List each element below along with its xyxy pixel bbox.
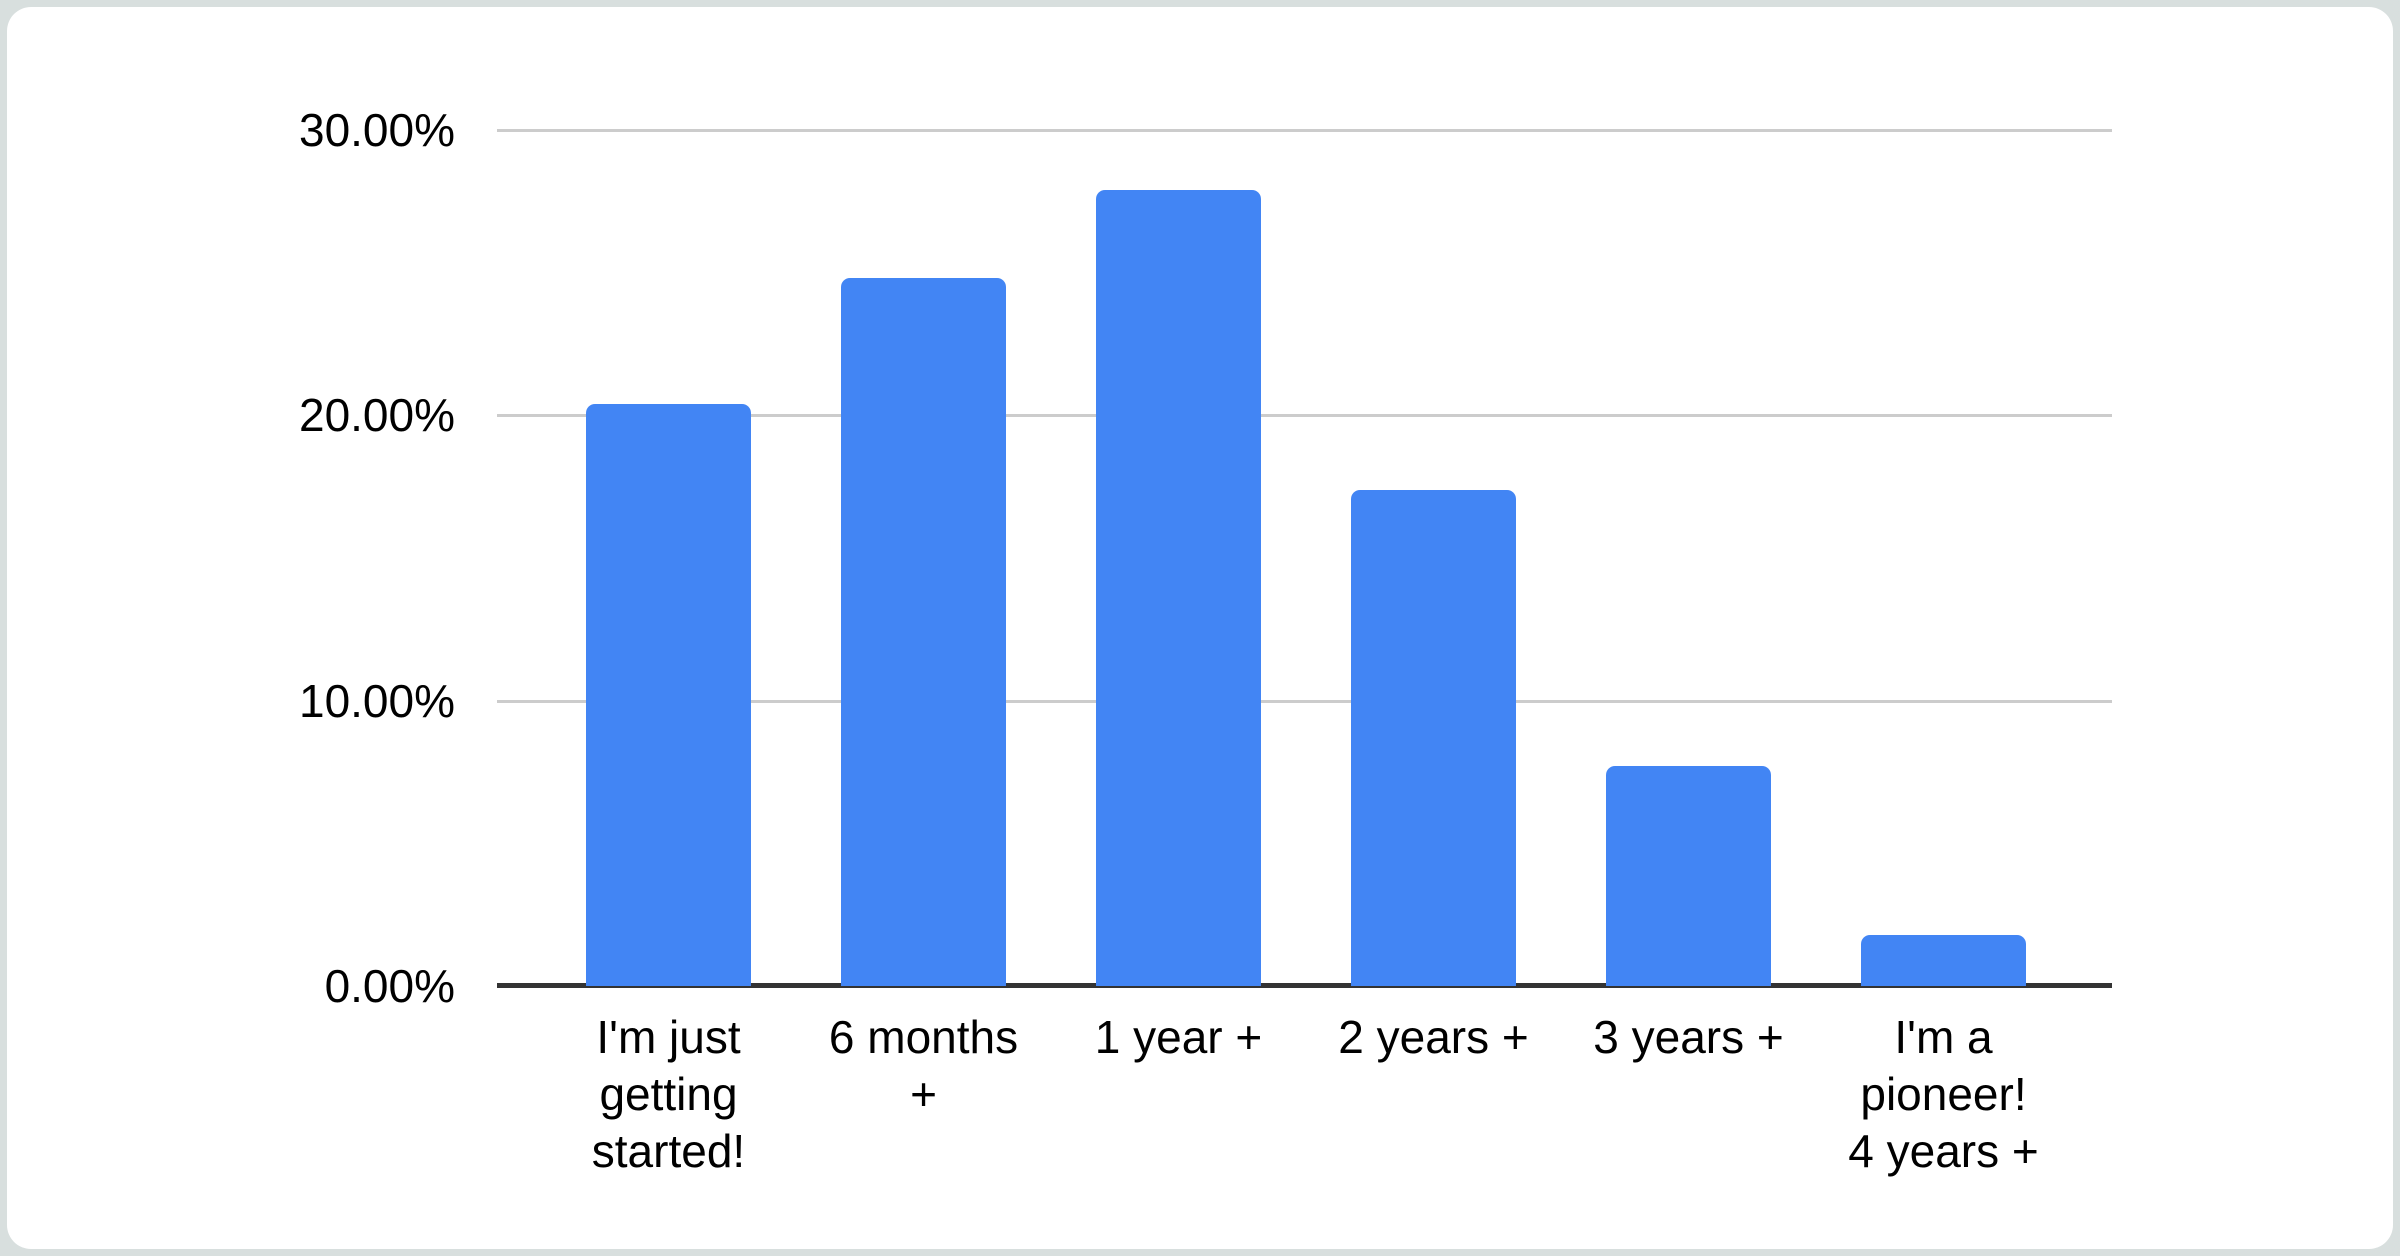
chart-card: 0.00% 10.00% 20.00% 30.00% I'm just getting …: [7, 7, 2393, 1249]
bar-1: [586, 403, 751, 986]
bar-4: [1351, 489, 1516, 986]
gridline-30: [497, 129, 2112, 132]
plot-area: [497, 129, 2112, 988]
x-axis-category-label: 3 years +: [1593, 1011, 1784, 1063]
bar-3: [1096, 189, 1261, 986]
bar-chart: 0.00% 10.00% 20.00% 30.00% I'm just getting …: [7, 7, 2393, 1249]
bar-5: [1606, 766, 1771, 986]
y-axis-tick-label: 0.00%: [324, 960, 455, 1012]
gridline-10: [497, 699, 2112, 703]
bar-6: [1861, 934, 2026, 986]
y-axis-tick-label: 10.00%: [298, 674, 455, 727]
y-axis-tick-label: 20.00%: [298, 389, 455, 442]
x-axis-category-label: I'm just getting started!: [591, 1011, 746, 1177]
bar-2: [841, 278, 1006, 986]
x-axis-category-label: I'm a pioneer! 4 years +: [1848, 1011, 2039, 1177]
x-axis-baseline: [497, 983, 2112, 988]
x-axis-category-label: 6 months +: [828, 1011, 1019, 1120]
x-axis-category-label: 2 years +: [1338, 1011, 1529, 1063]
x-axis-category-label: 1 year +: [1094, 1011, 1263, 1063]
y-axis-tick-label: 30.00%: [298, 104, 455, 156]
gridline-20: [497, 414, 2112, 418]
